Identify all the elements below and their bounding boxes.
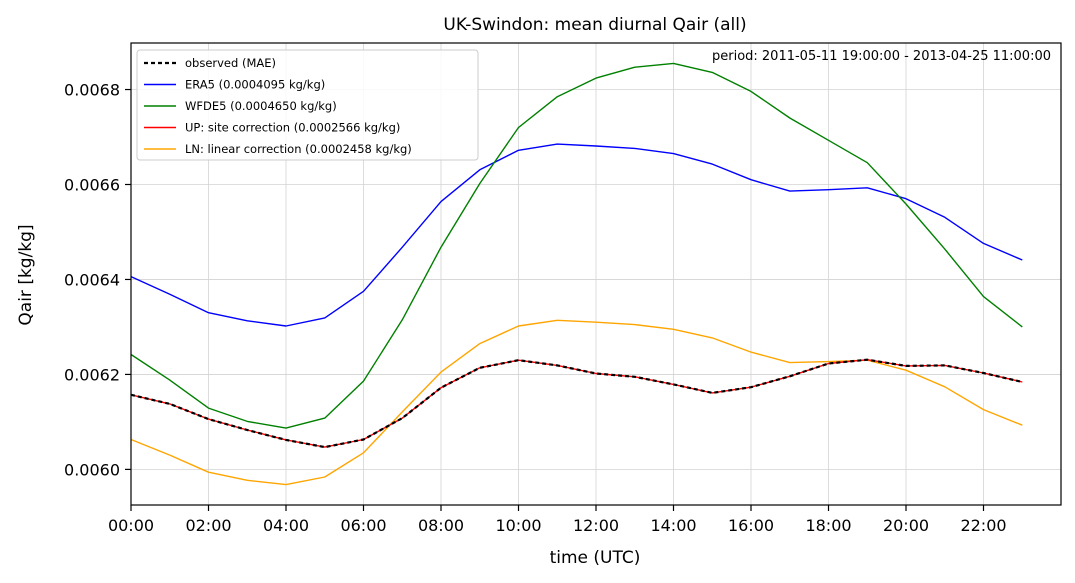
- x-tick-label: 12:00: [573, 516, 619, 535]
- x-tick-label: 06:00: [340, 516, 386, 535]
- legend-box: [136, 49, 479, 161]
- y-axis-label: Qair [kg/kg]: [16, 224, 36, 325]
- x-tick-label: 22:00: [960, 516, 1006, 535]
- y-tick-label: 0.0066: [64, 175, 120, 194]
- x-tick-label: 04:00: [263, 516, 309, 535]
- series-line-0: [130, 358, 1023, 449]
- chart-title: UK-Swindon: mean diurnal Qair (all): [443, 15, 746, 35]
- y-tick-label: 0.0062: [64, 365, 120, 384]
- series-line-4: [130, 319, 1023, 486]
- legend-entry: ERA5 (0.0004095 kg/kg): [185, 78, 325, 92]
- series-line-2: [130, 62, 1023, 429]
- series-line-1: [130, 143, 1023, 327]
- grid-lines: [130, 43, 1061, 505]
- legend-entry: observed (MAE): [185, 56, 276, 70]
- legend-entry: UP: site correction (0.0002566 kg/kg): [185, 121, 400, 135]
- legend-entry: LN: linear correction (0.0002458 kg/kg): [185, 142, 412, 156]
- y-tick-label: 0.0060: [64, 460, 120, 479]
- x-tick-label: 20:00: [883, 516, 929, 535]
- plot-frame: [130, 42, 1062, 506]
- x-tick-label: 18:00: [805, 516, 851, 535]
- x-tick-label: 14:00: [650, 516, 696, 535]
- x-tick-label: 00:00: [108, 516, 154, 535]
- x-tick-label: 08:00: [418, 516, 464, 535]
- legend-entry: WFDE5 (0.0004650 kg/kg): [185, 99, 337, 113]
- legend: observed (MAE) ERA5 (0.0004095 kg/kg) WFDE…: [136, 49, 479, 161]
- x-axis-label: time (UTC): [550, 548, 641, 568]
- x-tick-label: 02:00: [185, 516, 231, 535]
- axis-ticks: 00:00 02:00 04:00 06:00 08:00 10:00 12:00 14:00…: [64, 81, 1007, 535]
- x-tick-label: 10:00: [495, 516, 541, 535]
- y-tick-label: 0.0068: [64, 81, 120, 100]
- x-tick-label: 16:00: [728, 516, 774, 535]
- y-tick-label: 0.0064: [64, 270, 120, 289]
- series-lines: [130, 62, 1023, 486]
- series-line-3: [130, 359, 1023, 448]
- period-annotation: period: 2011-05-11 19:00:00 - 2013-04-25…: [712, 49, 1051, 64]
